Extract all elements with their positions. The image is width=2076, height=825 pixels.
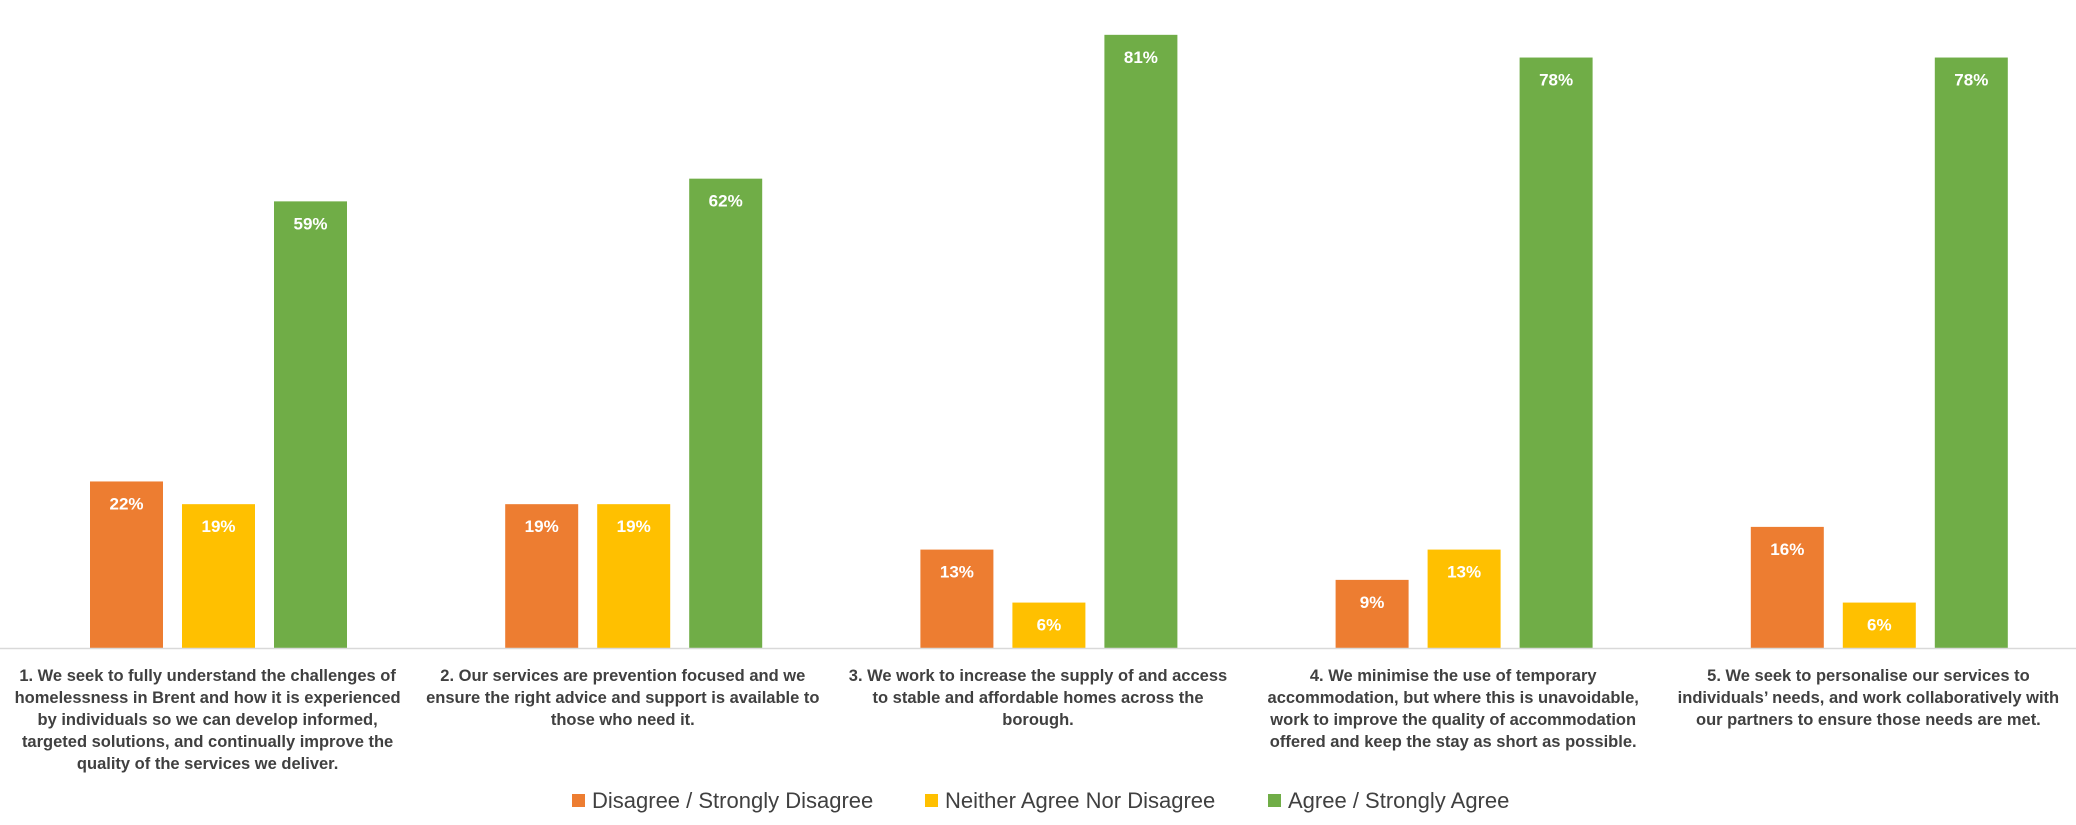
bar-series-2-cat-1 <box>182 504 255 648</box>
legend-item-2: Neither Agree Nor Disagree <box>925 788 1215 813</box>
category-label-3: 3. We work to increase the supply of and… <box>849 667 1227 729</box>
data-label-series-3-cat-4: 78% <box>1539 71 1573 90</box>
bar-series-2-cat-5 <box>1842 602 1916 648</box>
category-label-4-line-3: work to improve the quality of accommoda… <box>1269 711 1636 729</box>
data-label-series-2-cat-3: 6% <box>1037 616 1062 635</box>
category-label-4-line-1: 4. We minimise the use of temporary <box>1310 667 1598 685</box>
data-labels-layer: 22% 19% 13% 9% 16% 19% 19% 6% 13% 6% 59% 62% 81% 78% 7… <box>109 48 1988 635</box>
data-label-series-3-cat-3: 81% <box>1124 48 1158 67</box>
category-label-1-line-3: by individuals so we can develop informe… <box>38 711 378 729</box>
bar-series-1-cat-1 <box>90 481 163 648</box>
legend-swatch-3 <box>1268 794 1281 807</box>
bar-series-1-cat-4 <box>1335 579 1409 648</box>
bar-series-1-cat-2 <box>505 504 579 648</box>
category-label-5: 5. We seek to personalise our services t… <box>1678 667 2059 729</box>
legend-item-1: Disagree / Strongly Disagree <box>572 788 873 813</box>
bar-series-2-cat-4 <box>1427 549 1501 648</box>
data-label-series-1-cat-2: 19% <box>525 517 559 536</box>
bar-series-3-cat-4 <box>1519 57 1593 649</box>
category-label-3-line-3: borough. <box>1002 711 1073 729</box>
data-label-series-1-cat-5: 16% <box>1770 540 1804 559</box>
category-label-1-line-4: targeted solutions, and continually impr… <box>22 733 393 751</box>
category-label-2: 2. Our services are prevention focused a… <box>426 667 819 729</box>
category-label-5-line-2: individuals’ needs, and work collaborati… <box>1678 689 2059 707</box>
legend-swatch-2 <box>925 794 938 807</box>
category-label-1-line-1: 1. We seek to fully understand the chall… <box>19 667 396 685</box>
category-label-2-line-3: those who need it. <box>551 711 695 729</box>
bar-series-3-cat-1 <box>274 201 347 648</box>
legend-label-1: Disagree / Strongly Disagree <box>592 788 873 813</box>
legend-item-3: Agree / Strongly Agree <box>1268 788 1509 813</box>
data-label-series-3-cat-5: 78% <box>1954 71 1988 90</box>
category-label-5-line-1: 5. We seek to personalise our services t… <box>1707 667 2030 685</box>
bar-series-1-cat-3 <box>920 549 994 648</box>
data-label-series-1-cat-4: 9% <box>1360 593 1385 612</box>
category-label-2-line-1: 2. Our services are prevention focused a… <box>440 667 805 685</box>
category-labels-layer: 1. We seek to fully understand the chall… <box>15 667 2060 773</box>
category-label-1-line-5: quality of the services we deliver. <box>77 755 338 773</box>
data-label-series-1-cat-1: 22% <box>109 494 143 513</box>
legend-label-2: Neither Agree Nor Disagree <box>945 788 1215 813</box>
bar-series-2-cat-2 <box>597 504 671 648</box>
category-label-1: 1. We seek to fully understand the chall… <box>15 667 401 773</box>
data-label-series-2-cat-4: 13% <box>1447 563 1481 582</box>
data-label-series-3-cat-2: 62% <box>709 192 743 211</box>
bars-layer <box>90 34 2008 649</box>
bar-series-3-cat-5 <box>1934 57 2008 649</box>
category-label-4: 4. We minimise the use of temporary accom… <box>1268 667 1639 751</box>
category-label-3-line-2: to stable and affordable homes across th… <box>873 689 1204 707</box>
category-label-3-line-1: 3. We work to increase the supply of and… <box>849 667 1227 685</box>
legend-swatch-1 <box>572 794 585 807</box>
category-label-2-line-2: ensure the right advice and support is a… <box>426 689 819 707</box>
legend: Disagree / Strongly Disagree Neither Agre… <box>572 788 1509 813</box>
data-label-series-2-cat-1: 19% <box>201 517 235 536</box>
category-label-4-line-4: offered and keep the stay as short as po… <box>1270 733 1637 751</box>
bar-series-2-cat-3 <box>1012 602 1086 648</box>
category-label-5-line-3: our partners to ensure those needs are m… <box>1696 711 2041 729</box>
bar-series-3-cat-2 <box>689 178 763 648</box>
category-label-1-line-2: homelessness in Brent and how it is expe… <box>15 689 401 707</box>
data-label-series-2-cat-5: 6% <box>1867 616 1892 635</box>
data-label-series-1-cat-3: 13% <box>940 563 974 582</box>
legend-label-3: Agree / Strongly Agree <box>1288 788 1509 813</box>
bar-series-1-cat-5 <box>1750 526 1824 648</box>
data-label-series-3-cat-1: 59% <box>293 214 327 233</box>
bar-series-3-cat-3 <box>1104 34 1178 648</box>
category-label-4-line-2: accommodation, but where this is unavoid… <box>1268 689 1639 707</box>
data-label-series-2-cat-2: 19% <box>617 517 651 536</box>
